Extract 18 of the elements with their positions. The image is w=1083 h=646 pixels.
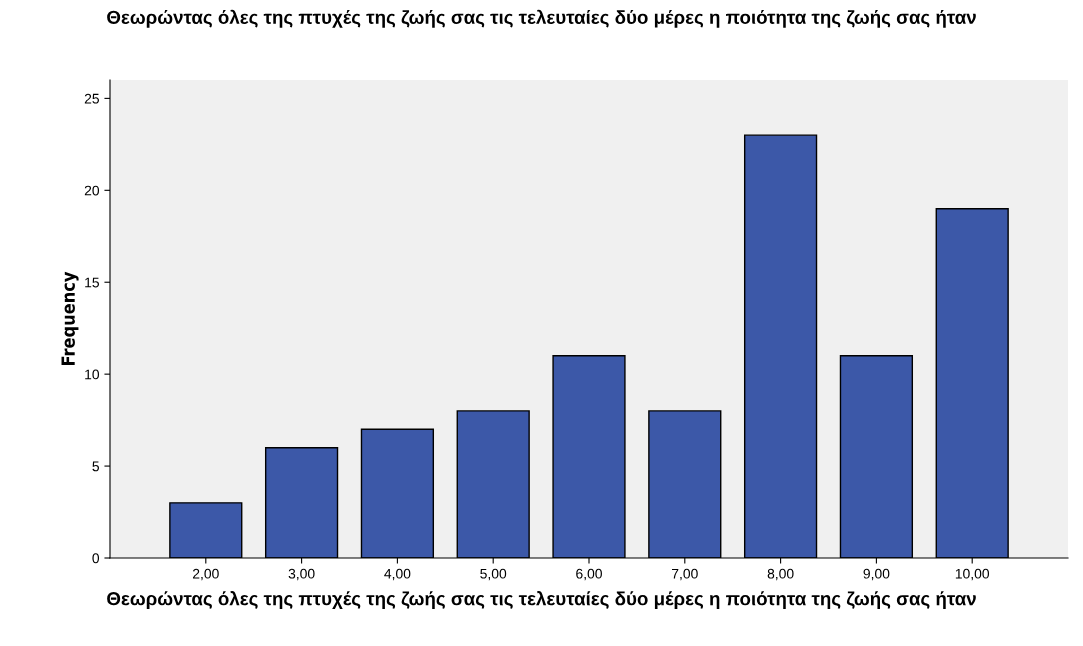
chart-title: Θεωρώντας όλες της πτυχές της ζωής σας τις τελευταίες δύο μέρες η ποιότητα της ζωής σας ήταν [107,9,976,28]
x-axis-title: Θεωρώντας όλες της πτυχές της ζωής σας τις τελευταίες δύο μέρες η ποιότητα της ζωής σας ήταν [107,591,976,610]
x-tick-label: 7,00 [672,568,698,581]
x-tick-label: 2,00 [192,568,219,581]
x-tick-label: 10,00 [955,568,990,581]
y-tick-label: 25 [84,93,99,104]
y-tick-label: 20 [84,185,100,196]
y-tick-label: 10 [85,369,100,380]
y-axis-title: Frequency [61,271,79,365]
y-tick-label: 15 [85,277,99,288]
x-tick-label: 5,00 [480,568,507,581]
x-tick-label: 9,00 [863,568,890,581]
x-tick-label: 3,00 [288,568,315,581]
y-tick-label: 5 [92,461,99,472]
x-tick-label: 8,00 [767,568,794,581]
y-tick-label: 0 [92,553,100,564]
x-tick-label: 4,00 [384,568,411,581]
x-tick-label: 6,00 [576,568,602,581]
